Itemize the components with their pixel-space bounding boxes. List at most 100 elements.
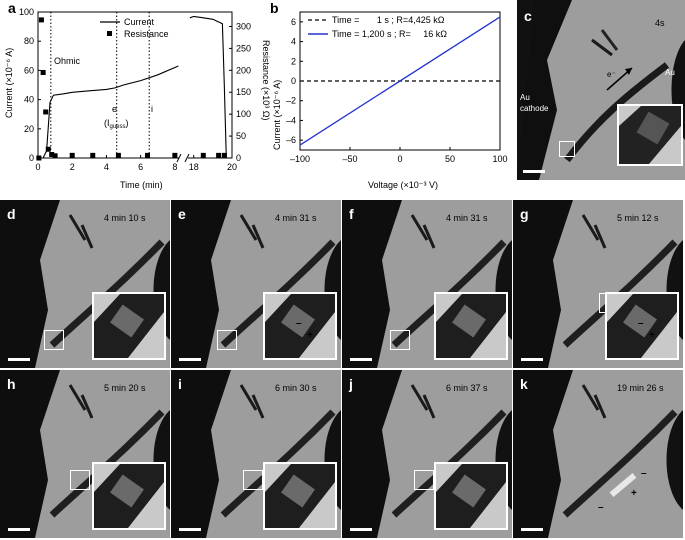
au-cathode-label: Au cathode	[520, 93, 549, 113]
series-1200s	[299, 16, 501, 146]
panel-label-a: a	[8, 0, 16, 16]
series-current-segment-2	[189, 15, 227, 159]
x-axis-break-mark	[176, 153, 182, 163]
ytick-label: –2	[286, 96, 296, 106]
annotation-i: i	[151, 104, 153, 114]
zoom-inset	[263, 462, 337, 530]
ytick-label: –6	[286, 135, 296, 145]
xtick-label: 6	[138, 162, 143, 172]
legend-resistance-label: Resistance	[124, 29, 169, 39]
chart-a-frame	[37, 11, 233, 159]
zoom-inset	[92, 292, 166, 360]
zoom-box	[390, 330, 410, 350]
xtick-label: 0	[35, 162, 40, 172]
panel-label-k: k	[520, 376, 528, 392]
xtick-label: 0	[397, 154, 402, 164]
panel-label-d: d	[7, 206, 16, 222]
x-axis-break-gap	[179, 155, 188, 161]
sign-plus: +	[307, 330, 313, 341]
ytick-label: 0	[291, 76, 296, 86]
panel-label-g: g	[520, 206, 529, 222]
scale-bar	[521, 358, 543, 361]
series-resistance-point	[38, 17, 44, 23]
scale-bar	[179, 358, 201, 361]
annotation-iguess: (Iguess)	[104, 118, 129, 130]
ytick-left-label: 60	[24, 65, 34, 75]
series-resistance-point	[43, 109, 49, 115]
ytick-right-label: 150	[236, 87, 251, 97]
legend-1200s-label: Time = 1,200 s ; R= 16 kΩ	[332, 29, 447, 39]
scale-bar	[8, 528, 30, 531]
scale-bar	[521, 528, 543, 531]
series-resistance-point	[90, 152, 96, 158]
sign-plus: +	[631, 488, 637, 499]
tem-time: 5 min 20 s	[104, 383, 146, 393]
tem-time: 6 min 37 s	[446, 383, 488, 393]
zoom-box	[243, 470, 263, 490]
au-label: Au	[665, 68, 675, 77]
series-resistance-point	[52, 153, 58, 159]
ytick-left-label: 20	[24, 124, 34, 134]
series-resistance-point	[172, 152, 178, 158]
series-current-segment-1	[38, 65, 179, 159]
ytick-label: 6	[291, 17, 296, 27]
scale-bar	[350, 358, 372, 361]
tem-time: 4 min 31 s	[446, 213, 488, 223]
series-resistance-point	[144, 152, 150, 158]
xtick-label: 100	[492, 154, 507, 164]
series-resistance-point	[200, 152, 206, 158]
tem-panel-k: k 19 min 26 s – + –	[513, 370, 683, 538]
annotation-ohmic: Ohmic	[54, 56, 81, 66]
scale-bar	[350, 528, 372, 531]
ytick-right-label: 250	[236, 43, 251, 53]
tem-scene	[513, 370, 683, 538]
zoom-box	[414, 470, 434, 490]
series-resistance-point	[45, 146, 51, 152]
xtick-label: 50	[445, 154, 455, 164]
series-resistance-point	[40, 70, 46, 76]
tem-time: 6 min 30 s	[275, 383, 317, 393]
panel-label-i: i	[178, 376, 182, 392]
scale-bar	[523, 170, 545, 173]
sign-minus: –	[296, 318, 302, 329]
panel-label-e: e	[178, 206, 186, 222]
series-resistance-point	[216, 152, 222, 158]
x-axis-break-mark	[184, 153, 190, 163]
xtick-label: –100	[290, 154, 310, 164]
ytick-right-label: 200	[236, 65, 251, 75]
tem-panel-j: j 6 min 37 s	[342, 370, 512, 538]
panel-label-c: c	[524, 8, 532, 24]
ytick-label: 4	[291, 37, 296, 47]
series-resistance-point	[221, 152, 227, 158]
ytick-left-label: 0	[29, 153, 34, 163]
zoom-box	[559, 141, 575, 157]
zoom-inset	[263, 292, 337, 360]
panel-label-f: f	[349, 206, 354, 222]
sign-plus: +	[649, 330, 655, 341]
ytick-left-label: 100	[19, 7, 34, 17]
chart-b: 6 4 2 0 –2 –4 –6 –100 –50 0 50 100 Voltage (×10⁻³ V…	[272, 11, 508, 190]
ytick-left-label: 80	[24, 36, 34, 46]
tem-time: 4 min 10 s	[104, 213, 146, 223]
zoom-box	[44, 330, 64, 350]
zoom-box	[217, 330, 237, 350]
scale-bar	[8, 358, 30, 361]
chart-a-ylabel-right: Resistance (×10³ Ω)	[261, 40, 270, 121]
series-resistance-point	[49, 151, 55, 157]
tem-panel-g: g 5 min 12 s – +	[513, 200, 683, 368]
legend-current-label: Current	[124, 17, 155, 27]
tem-c-time: 4s	[655, 18, 665, 28]
sign-minus: –	[638, 318, 644, 329]
tem-panel-d: d 4 min 10 s	[0, 200, 170, 368]
sign-minus: –	[641, 468, 647, 479]
chart-a-xlabel: Time (min)	[120, 180, 163, 190]
tem-panel-h: h 5 min 20 s	[0, 370, 170, 538]
chart-b-xlabel: Voltage (×10⁻³ V)	[368, 180, 438, 190]
nanowire	[562, 409, 678, 518]
series-resistance-point	[115, 152, 121, 158]
ytick-right-label: 300	[236, 21, 251, 31]
panel-label-h: h	[7, 376, 16, 392]
zoom-inset	[434, 462, 508, 530]
ytick-left-label: 40	[24, 95, 34, 105]
